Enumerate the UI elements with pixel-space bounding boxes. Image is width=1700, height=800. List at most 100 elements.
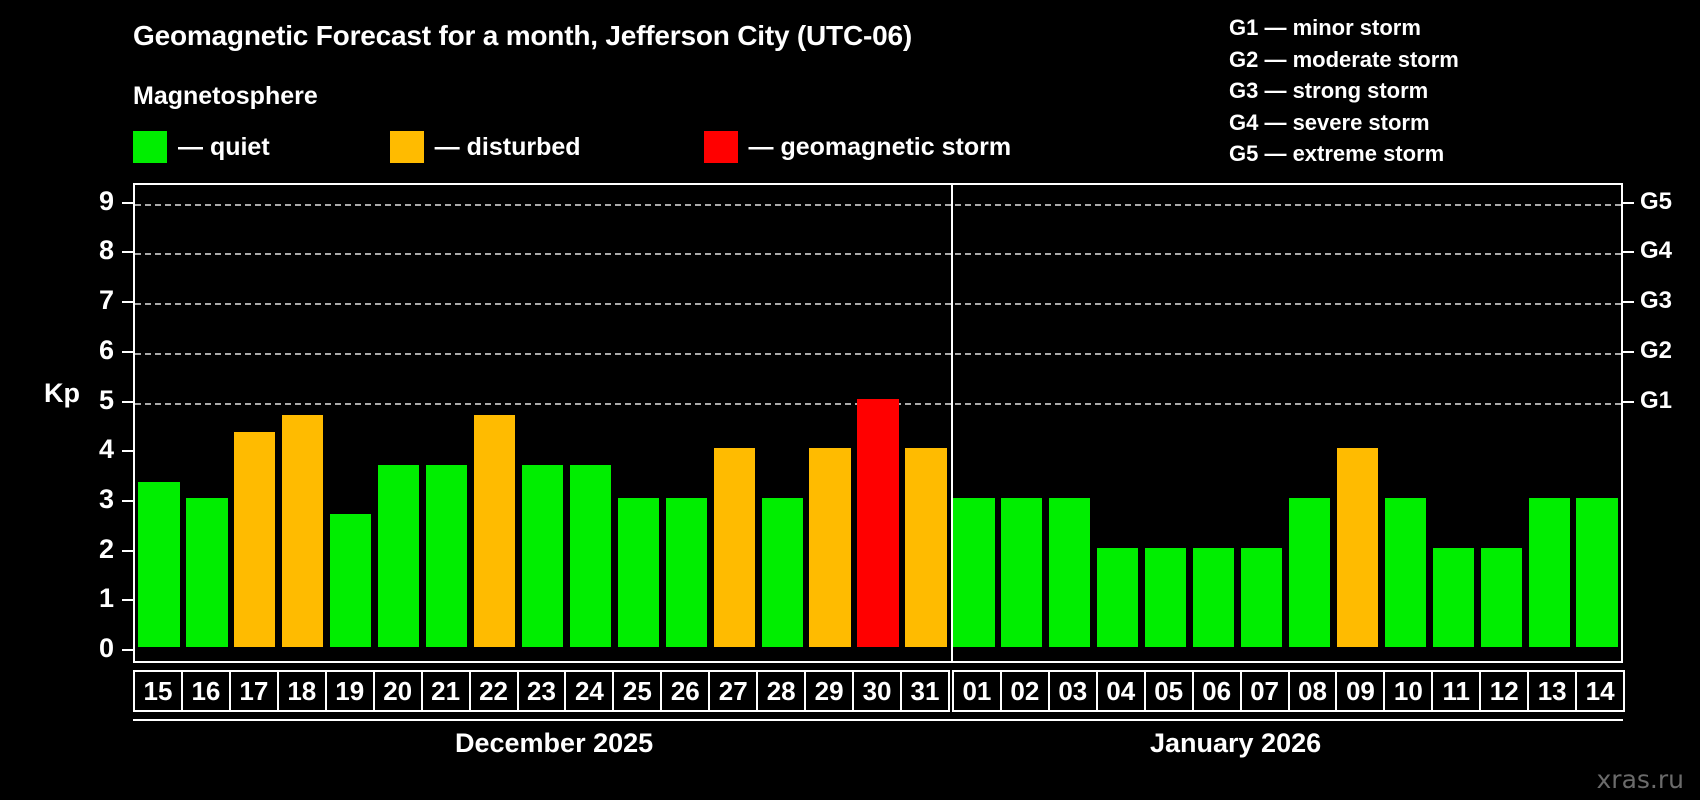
- bar-slot: [279, 185, 327, 661]
- bar: [234, 431, 276, 647]
- date-cell: 19: [324, 670, 375, 712]
- y-tick-mark: [122, 301, 133, 304]
- y-tick-label: 7: [98, 285, 114, 316]
- bar: [857, 398, 899, 647]
- bar-slot: [231, 185, 279, 661]
- y-tick-mark: [122, 350, 133, 353]
- bar: [1576, 497, 1618, 647]
- date-cell: 09: [1335, 670, 1386, 712]
- bar: [1432, 547, 1474, 647]
- date-cell: 31: [900, 670, 950, 712]
- bar: [1528, 497, 1570, 647]
- legend: — quiet — disturbed — geomagnetic storm: [133, 130, 1011, 164]
- bar-slot: [902, 185, 950, 661]
- bar-slot: [998, 185, 1046, 661]
- date-cell: 26: [660, 670, 711, 712]
- bar: [1001, 497, 1043, 647]
- bar: [425, 464, 468, 647]
- date-cell: 21: [420, 670, 471, 712]
- bar-slot: [614, 185, 662, 661]
- g-tick-label: G2: [1640, 336, 1673, 364]
- bar: [282, 414, 324, 647]
- date-cell: 12: [1479, 670, 1530, 712]
- x-axis-baseline: [133, 719, 1623, 721]
- watermark: xras.ru: [1596, 765, 1685, 794]
- storm-scale-row: G3 — strong storm: [1229, 78, 1429, 103]
- y-tick-label: 0: [98, 633, 114, 663]
- date-cell: 14: [1575, 670, 1626, 712]
- bar: [1192, 547, 1235, 647]
- legend-label: — disturbed: [434, 132, 581, 161]
- legend-entry: — disturbed: [389, 130, 581, 164]
- bar-slot: [1238, 185, 1286, 661]
- bar: [1288, 497, 1331, 647]
- bar: [905, 448, 947, 647]
- y-tick-label: 5: [98, 384, 114, 415]
- y-tick-mark: [122, 549, 133, 552]
- bar-slot: [1333, 185, 1381, 661]
- date-cell: 24: [564, 670, 615, 712]
- y-tick-mark: [122, 499, 133, 502]
- g-tick-mark: [1623, 301, 1634, 304]
- bar-slot: [1381, 185, 1429, 661]
- bar: [1384, 497, 1426, 647]
- legend-label: — geomagnetic storm: [748, 132, 1012, 161]
- gridline: [135, 253, 1621, 256]
- bar-slot: [183, 185, 231, 661]
- bar-slot: [519, 185, 567, 661]
- bar: [761, 497, 803, 647]
- date-cell: 20: [372, 670, 423, 712]
- bar-slot: [710, 185, 758, 661]
- date-cell: 01: [951, 670, 1002, 712]
- date-cell: 02: [999, 670, 1050, 712]
- date-cell: 28: [756, 670, 807, 712]
- bar: [521, 464, 564, 647]
- bar-slot: [423, 185, 471, 661]
- y-tick-mark: [122, 649, 133, 651]
- date-cell: 18: [276, 670, 327, 712]
- storm-scale-row: G5 — extreme storm: [1229, 141, 1445, 166]
- bar-slot: [1573, 185, 1621, 661]
- bar-slot: [950, 185, 998, 661]
- g-tick-mark: [1623, 400, 1634, 403]
- g-tick-mark: [1623, 251, 1634, 254]
- bar-slot: [1477, 185, 1525, 661]
- y-tick-label: 9: [98, 185, 114, 216]
- bar: [713, 448, 755, 647]
- bar: [378, 464, 420, 647]
- y-tick-label: 3: [98, 483, 114, 514]
- y-axis-title: Kp: [44, 378, 80, 408]
- date-cell: 06: [1191, 670, 1242, 712]
- bar: [1240, 547, 1283, 647]
- gridline: [135, 303, 1621, 306]
- page-title: Geomagnetic Forecast for a month, Jeffer…: [133, 20, 912, 51]
- date-cell: 03: [1047, 670, 1098, 712]
- bar: [809, 448, 851, 647]
- g-tick-label: G3: [1640, 287, 1673, 315]
- date-cell: 22: [468, 670, 519, 712]
- date-cell: 04: [1095, 670, 1146, 712]
- bar: [473, 414, 516, 647]
- y-tick-label: 4: [98, 434, 114, 465]
- date-cell: 13: [1527, 670, 1578, 712]
- bar-slot: [566, 185, 614, 661]
- bar-slot: [375, 185, 423, 661]
- bar-slot: [135, 185, 183, 661]
- storm-scale-row: G4 — severe storm: [1229, 109, 1430, 135]
- y-tick-label: 6: [98, 334, 114, 365]
- legend-label: — quiet: [178, 132, 270, 161]
- bar-slot: [1046, 185, 1094, 661]
- date-axis: 15 16 17 18 19 20 21 22 23 24 25 26 27 28 29 30 31 01 02 03…: [133, 670, 1626, 712]
- bar: [569, 464, 612, 647]
- bar-slot: [1525, 185, 1573, 661]
- bar: [1145, 547, 1187, 647]
- bar-slot: [806, 185, 854, 661]
- bar-slot: [758, 185, 806, 661]
- date-cell: 11: [1431, 670, 1482, 712]
- bar: [665, 497, 707, 647]
- y-tick-mark: [122, 599, 133, 602]
- date-cell: 23: [516, 670, 567, 712]
- g-tick-label: G4: [1640, 237, 1673, 265]
- y-tick-mark: [122, 251, 133, 254]
- gridline: [135, 352, 1621, 355]
